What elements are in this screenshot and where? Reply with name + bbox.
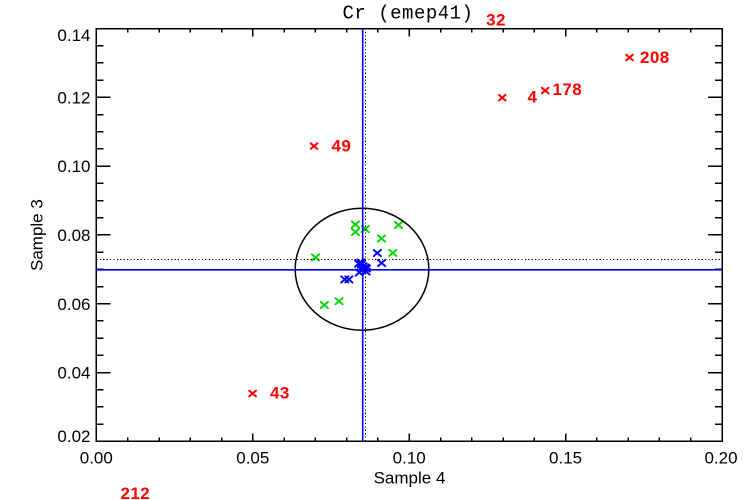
svg-text:Sample 4: Sample 4 [374,469,446,488]
svg-text:4: 4 [528,88,538,107]
svg-text:Cr (emep41): Cr (emep41) [343,3,474,25]
svg-text:0.02: 0.02 [57,427,90,446]
svg-text:178: 178 [553,80,583,99]
svg-text:49: 49 [332,137,352,156]
svg-text:208: 208 [640,48,670,67]
svg-text:0.15: 0.15 [549,449,582,468]
svg-text:0.06: 0.06 [57,295,90,314]
svg-text:0.04: 0.04 [57,364,90,383]
svg-text:0.00: 0.00 [80,449,113,468]
svg-text:43: 43 [270,384,290,403]
svg-text:0.20: 0.20 [704,449,737,468]
svg-text:Sample 3: Sample 3 [28,199,47,271]
svg-text:0.05: 0.05 [236,449,269,468]
svg-text:0.08: 0.08 [57,226,90,245]
svg-text:212: 212 [121,484,151,500]
svg-text:0.14: 0.14 [57,26,90,45]
svg-text:0.12: 0.12 [57,88,90,107]
svg-text:32: 32 [486,11,506,30]
svg-text:0.10: 0.10 [393,449,426,468]
svg-text:0.10: 0.10 [57,157,90,176]
